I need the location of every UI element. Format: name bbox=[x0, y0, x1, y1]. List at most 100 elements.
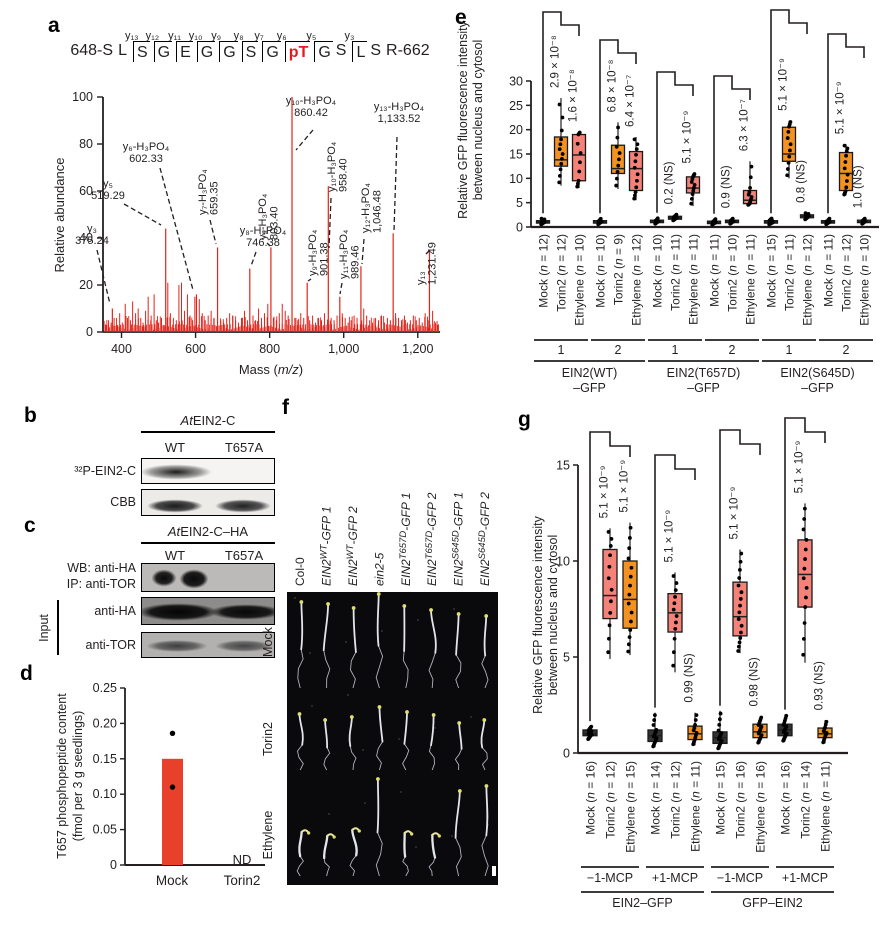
significance-bracket bbox=[589, 431, 631, 722]
subgroup-label: 2 bbox=[843, 343, 850, 357]
x-tick-label: Ethylene (n = 16) bbox=[754, 761, 768, 853]
box-ethylene bbox=[742, 161, 758, 207]
construct-label: EIN2–GFP bbox=[612, 896, 672, 910]
svg-text:10: 10 bbox=[509, 172, 523, 186]
box-mock bbox=[763, 216, 779, 227]
genotype-column-label: EIN2T657D-GFP 2 bbox=[424, 492, 439, 586]
blot-cbb bbox=[141, 489, 275, 516]
scale-bar bbox=[492, 866, 496, 876]
treatment-row-label: Ethylene bbox=[261, 811, 275, 860]
svg-text:y₉-H₃PO₄: y₉-H₃PO₄ bbox=[257, 193, 269, 240]
x-tick-label: Mock (n = 15) bbox=[765, 234, 779, 308]
seedling bbox=[481, 784, 489, 877]
peak-label: y₈-H₃PO₄ bbox=[240, 225, 287, 237]
peak-label: y₁₃ 1,231.49 bbox=[415, 242, 439, 285]
panel-c-wb-label: WB: anti-HA bbox=[67, 561, 136, 575]
y-ion-label: y₁₂ bbox=[145, 30, 160, 42]
svg-text:901.38: 901.38 bbox=[319, 242, 331, 276]
seedling bbox=[428, 713, 436, 771]
seedling bbox=[455, 612, 462, 689]
p-value-label: 5.1 × 10⁻⁹ bbox=[794, 440, 806, 493]
subgroup-label: 1 bbox=[672, 343, 679, 357]
seedling bbox=[348, 715, 357, 771]
y-ion-label: y₁₁ bbox=[168, 30, 182, 42]
significance-bracket bbox=[719, 429, 761, 706]
svg-text:y₇-H₃PO₄: y₇-H₃PO₄ bbox=[197, 169, 209, 215]
box-ethylene bbox=[799, 211, 815, 222]
svg-text:15: 15 bbox=[556, 459, 570, 473]
significance-bracket bbox=[827, 33, 865, 214]
svg-text:659.35: 659.35 bbox=[209, 181, 221, 215]
data-point bbox=[169, 730, 176, 737]
p-value-label: 0.98 (NS) bbox=[749, 657, 761, 706]
construct-label: –GFP bbox=[687, 381, 720, 395]
svg-text:958.40: 958.40 bbox=[338, 158, 350, 192]
box-mock bbox=[777, 713, 793, 743]
svg-text:0.10: 0.10 bbox=[93, 787, 117, 801]
panel-c-antiha-label: anti-HA bbox=[94, 604, 136, 618]
p-value-label: 5.1 × 10⁻⁹ bbox=[664, 510, 676, 563]
x-axis-label: Mass (m/z) bbox=[239, 362, 303, 377]
svg-text:0: 0 bbox=[86, 325, 93, 339]
seedling bbox=[428, 832, 441, 877]
p-value-label: 0.8 (NS) bbox=[796, 160, 808, 203]
x-tick-label: Torin2 (n = 11) bbox=[783, 234, 797, 311]
peak-label: y₁₀-H₃PO₄ 958.40 bbox=[326, 141, 350, 192]
y-axis-label: Relative GFP fluorescence intensity bbox=[531, 515, 545, 714]
seedling bbox=[296, 829, 311, 877]
y-ion-label: y₃ bbox=[344, 30, 355, 42]
panel-b-row1-label: ³²P-EIN2-C bbox=[74, 464, 136, 478]
significance-bracket bbox=[542, 11, 580, 214]
y-ion-label: y₅ bbox=[306, 30, 317, 42]
x-tick-label: Ethylene (n = 10) bbox=[573, 234, 587, 326]
seedling bbox=[402, 710, 410, 771]
y-axis-label: Relative abundance bbox=[52, 158, 67, 273]
p-value-label: 5.1 × 10⁻⁹ bbox=[729, 487, 741, 540]
x-tick-label: Torin2 (n = 10) bbox=[726, 234, 740, 312]
svg-text:100: 100 bbox=[72, 90, 93, 104]
seedling bbox=[323, 718, 331, 771]
significance-bracket bbox=[656, 71, 694, 213]
peak-label: y₉-H₃PO₄ 901.38 bbox=[307, 229, 331, 276]
box-torin2 bbox=[553, 98, 569, 186]
p-value-label: 0.99 (NS) bbox=[684, 653, 696, 702]
y-ion-label: y₁₃ bbox=[124, 30, 139, 42]
panel-b-title: AtEIN2-C bbox=[141, 413, 275, 428]
peak-label: y₁₁-H₃PO₄ 989.46 bbox=[338, 229, 362, 279]
mass-spectrum-chart: 0 20 40 60 80 100 400 600 800 1,000 1,200 Mass (m/z… bbox=[52, 90, 440, 377]
data-point bbox=[169, 784, 176, 790]
blot-input-anti-ha bbox=[141, 597, 275, 625]
peptide-residue: S bbox=[370, 42, 382, 59]
treatment-row-label: Mock bbox=[261, 626, 275, 657]
panel-b-title-species: At bbox=[180, 413, 193, 428]
panel-label-c: c bbox=[24, 514, 36, 537]
box-mock bbox=[649, 216, 665, 226]
significance-bracket bbox=[599, 39, 637, 214]
y-ion-label: y₆ bbox=[276, 30, 287, 42]
svg-text:1,231.49: 1,231.49 bbox=[427, 242, 439, 285]
svg-text:y₁₂-H₃PO₄: y₁₂-H₃PO₄ bbox=[360, 183, 372, 233]
genotype-column-label: EIN2WT-GFP 1 bbox=[319, 506, 334, 586]
y-ion-label: y₇ bbox=[254, 30, 264, 42]
genotype-column-label: EIN2S645D-GFP 2 bbox=[477, 492, 492, 586]
box-torin2 bbox=[732, 549, 748, 654]
svg-text:1,133.52: 1,133.52 bbox=[378, 113, 421, 125]
box-ethylene bbox=[571, 130, 587, 189]
x-tick-label: Torin2 (n = 14) bbox=[799, 761, 813, 839]
genotype-column-label: EIN2S645D-GFP 1 bbox=[451, 492, 466, 586]
svg-text:803.40: 803.40 bbox=[269, 206, 281, 240]
peak-label: y₅ bbox=[103, 178, 113, 190]
subgroup-label: 1 bbox=[786, 343, 793, 357]
x-tick-label: Torin2 (n = 12) bbox=[840, 234, 854, 312]
svg-text:T657 phosphopeptide content: T657 phosphopeptide content bbox=[55, 693, 69, 859]
panel-c-title-species: At bbox=[167, 524, 181, 539]
box-mock bbox=[712, 710, 728, 751]
svg-text:0.15: 0.15 bbox=[93, 752, 117, 766]
svg-text:519.29: 519.29 bbox=[91, 190, 125, 202]
panel-c-ip-label: IP: anti-TOR bbox=[66, 577, 136, 591]
box-mock bbox=[592, 216, 608, 227]
